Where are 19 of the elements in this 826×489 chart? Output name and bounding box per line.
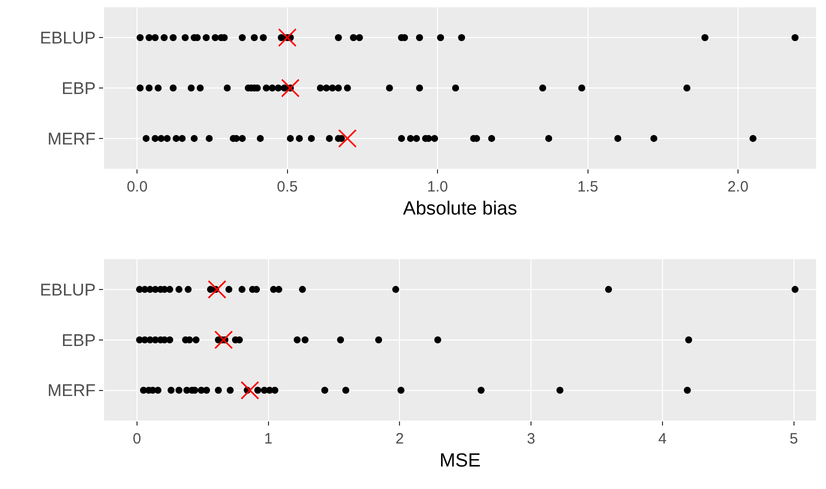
y-tick-label: MERF — [48, 129, 96, 148]
y-tick-label: EBP — [62, 78, 96, 98]
x-tick-label: 2.0 — [728, 178, 748, 196]
x-tick-label: 2 — [395, 430, 404, 448]
y-tick-label: MERF — [48, 381, 96, 400]
x-tick-label: 4 — [658, 430, 667, 448]
x-tick-label: 1.5 — [577, 178, 598, 196]
x-tick-label: 1.0 — [427, 178, 448, 196]
y-tick-label: EBLUP — [40, 28, 96, 48]
x-tick-label: 3 — [526, 430, 536, 448]
x-axis-title: Absolute bias — [403, 198, 518, 220]
x-tick-label: 0.0 — [126, 178, 148, 196]
x-tick-label: 0 — [132, 430, 142, 448]
x-tick-label: 1 — [264, 430, 272, 448]
y-tick-label: EBP — [62, 330, 96, 350]
x-tick-label: 5 — [790, 430, 798, 448]
y-tick-label: EBLUP — [40, 280, 96, 300]
x-tick-label: 0.5 — [276, 178, 298, 196]
x-axis-title: MSE — [439, 450, 481, 472]
